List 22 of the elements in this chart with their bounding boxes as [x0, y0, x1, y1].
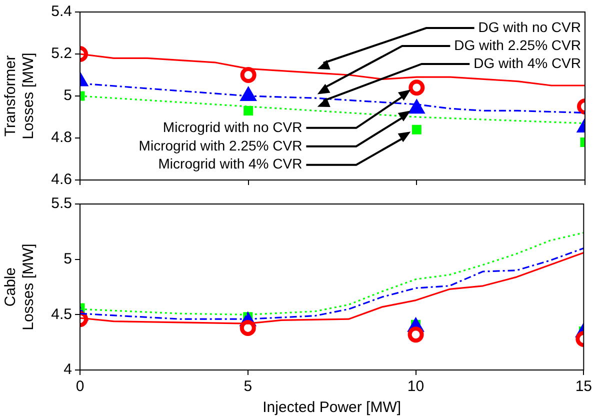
- y-tick-label: 4.8: [51, 129, 72, 146]
- x-tick-label: 10: [407, 378, 424, 396]
- x-tick-label: 5: [244, 378, 252, 396]
- x-tick-label: 15: [575, 378, 592, 396]
- text: Microgrid with 4% CVR: [158, 156, 302, 172]
- text: DG with 4% CVR: [474, 54, 581, 71]
- y-axis-title: Cable Losses [MW]: [2, 244, 38, 330]
- y-tick-label: 5.5: [51, 195, 72, 212]
- y-tick-label: 5.4: [51, 3, 72, 20]
- text: Microgrid with 2.25% CVR: [138, 137, 302, 154]
- text: DG with 2.25% CVR: [454, 36, 581, 53]
- text: Microgrid with no CVR: [162, 118, 302, 135]
- x-axis-title: Injected Power [MW]: [262, 399, 402, 416]
- y-tick-label: 4.5: [51, 306, 72, 323]
- y-tick-label: 4.6: [51, 171, 72, 188]
- y-tick-label: 5: [64, 250, 72, 268]
- x-tick-label: 0: [76, 378, 84, 396]
- text: DG with no CVR: [478, 18, 581, 35]
- y-tick-label: 5.2: [51, 45, 72, 62]
- y-tick-label: 5: [64, 87, 72, 104]
- y-axis-title: Transformer Losses [MW]: [2, 52, 38, 140]
- y-tick-label: 4: [64, 361, 72, 378]
